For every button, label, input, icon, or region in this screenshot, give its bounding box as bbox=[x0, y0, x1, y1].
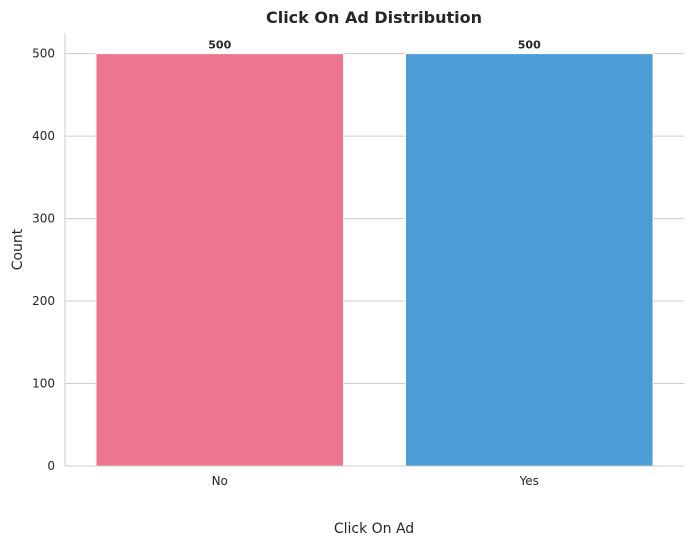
bar-no bbox=[95, 53, 345, 467]
y-tick-label: 300 bbox=[32, 212, 55, 226]
data-labels: 500 500 bbox=[208, 39, 541, 52]
x-tick-label-no: No bbox=[212, 474, 228, 488]
chart-title: Click On Ad Distribution bbox=[266, 8, 482, 27]
data-label-no: 500 bbox=[208, 39, 231, 52]
bar-yes bbox=[404, 53, 654, 467]
y-axis-label: Count bbox=[10, 228, 26, 270]
y-tick-label: 200 bbox=[32, 294, 55, 308]
y-tick-label: 0 bbox=[47, 459, 55, 473]
data-label-yes: 500 bbox=[518, 39, 541, 52]
y-tick-label: 500 bbox=[32, 47, 55, 61]
y-tick-labels: 0 100 200 300 400 500 bbox=[32, 47, 55, 473]
y-tick-label: 100 bbox=[32, 377, 55, 391]
x-axis-label: Click On Ad bbox=[334, 521, 414, 537]
y-tick-label: 400 bbox=[32, 129, 55, 143]
bars bbox=[95, 53, 654, 467]
x-tick-labels: No Yes bbox=[212, 474, 539, 488]
x-tick-label-yes: Yes bbox=[519, 474, 539, 488]
